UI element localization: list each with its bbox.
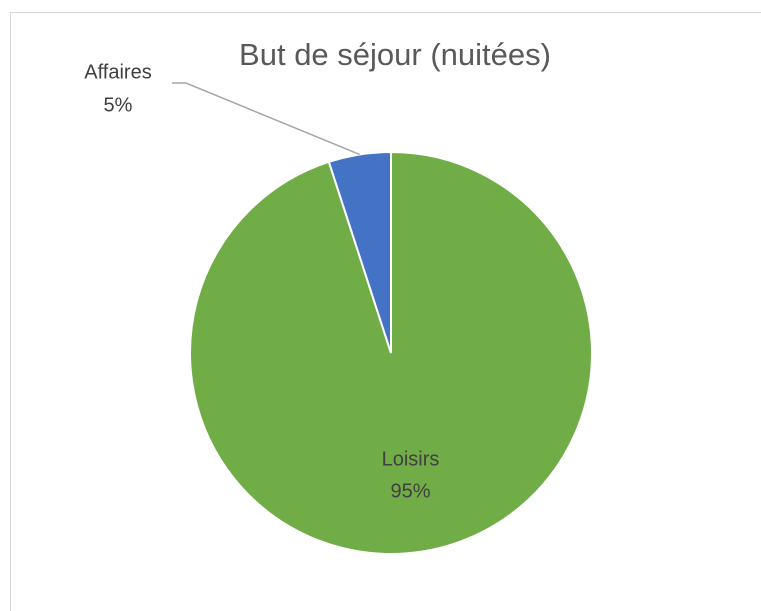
leader-line [172,82,360,156]
chart-title: But de séjour (nuitées) [239,37,551,72]
slice-value-label: 95% [390,480,430,502]
slice-value-label: 5% [104,94,133,116]
slice-label: Loisirs [382,448,440,470]
pie-slice [327,150,392,354]
slice-label: Affaires [84,61,151,83]
